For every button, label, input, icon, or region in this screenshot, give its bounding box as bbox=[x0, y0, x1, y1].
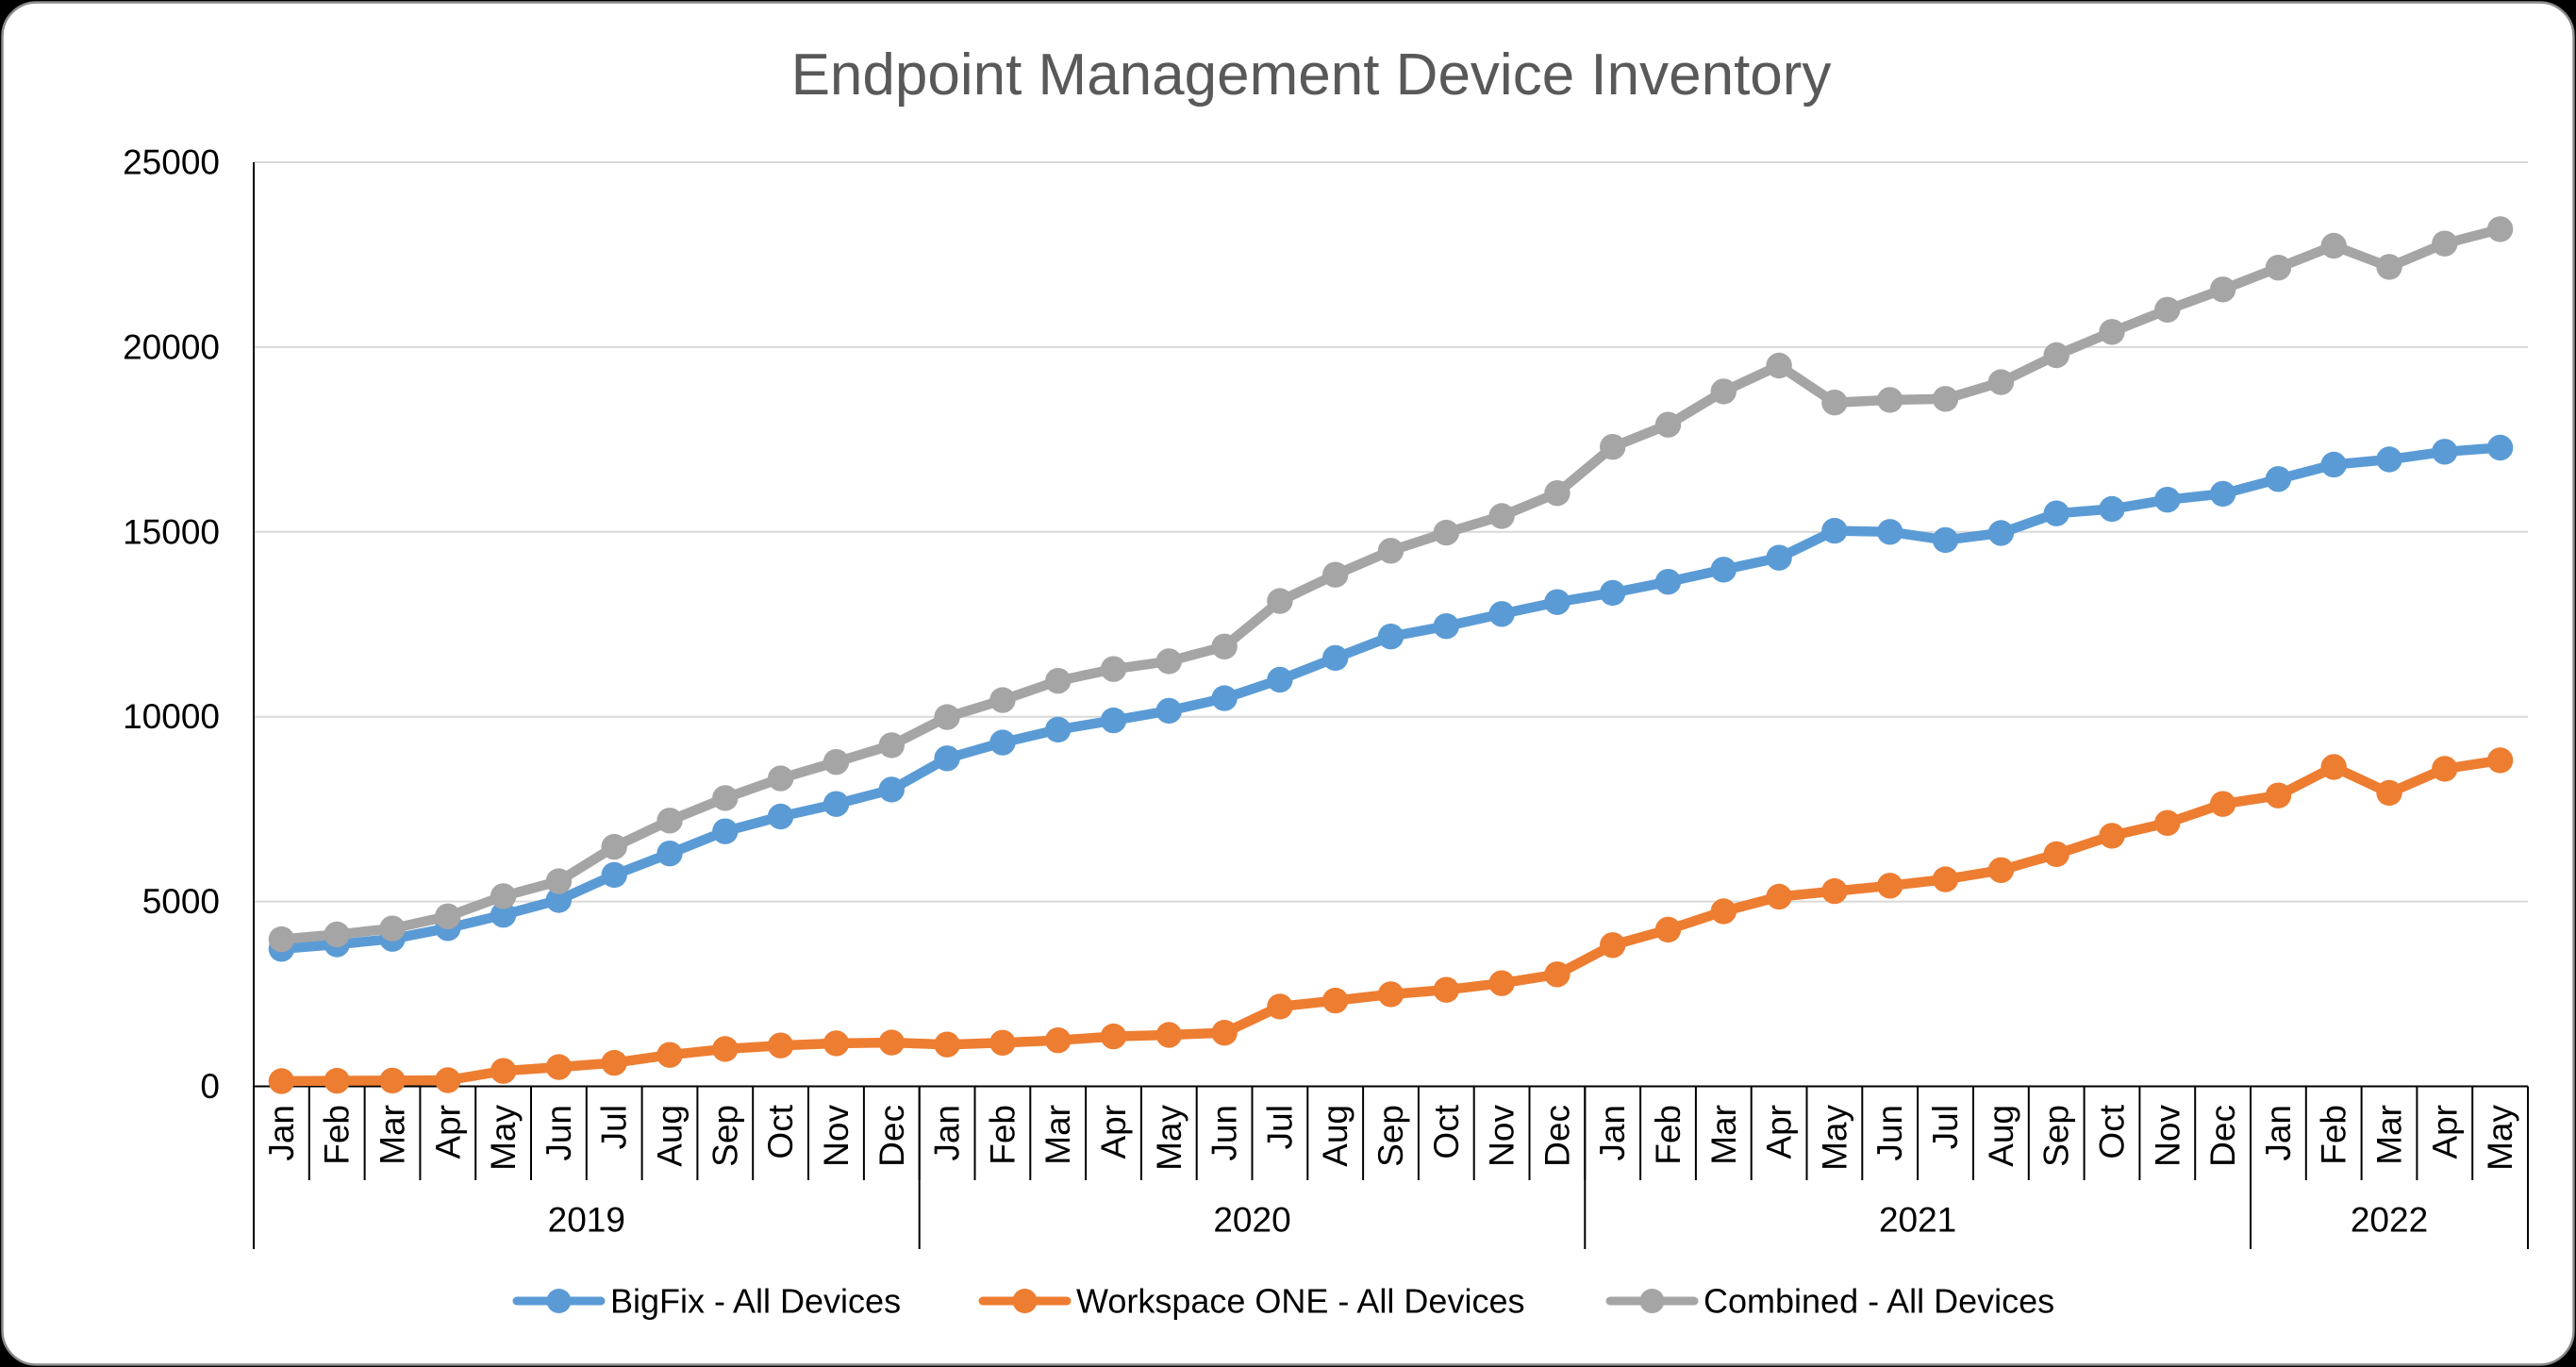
svg-text:Jun: Jun bbox=[540, 1105, 578, 1161]
svg-text:Apr: Apr bbox=[2425, 1105, 2464, 1159]
svg-text:Oct: Oct bbox=[761, 1104, 800, 1159]
svg-text:Sep: Sep bbox=[1371, 1105, 1410, 1167]
svg-text:Mar: Mar bbox=[1039, 1105, 1077, 1165]
svg-text:Feb: Feb bbox=[2315, 1105, 2353, 1165]
svg-text:Jul: Jul bbox=[1260, 1105, 1299, 1149]
svg-text:Aug: Aug bbox=[651, 1105, 690, 1167]
svg-text:Workspace ONE - All Devices: Workspace ONE - All Devices bbox=[1076, 1282, 1524, 1321]
svg-text:Dec: Dec bbox=[873, 1105, 911, 1167]
svg-text:Jan: Jan bbox=[928, 1105, 967, 1161]
svg-text:Jan: Jan bbox=[1593, 1105, 1632, 1161]
svg-text:Apr: Apr bbox=[428, 1105, 467, 1159]
svg-text:2020: 2020 bbox=[1213, 1201, 1290, 1240]
svg-text:BigFix - All Devices: BigFix - All Devices bbox=[610, 1282, 901, 1321]
svg-text:Mar: Mar bbox=[374, 1105, 412, 1165]
svg-text:Jul: Jul bbox=[1926, 1105, 1965, 1149]
svg-text:15000: 15000 bbox=[123, 512, 220, 551]
svg-text:Jun: Jun bbox=[1870, 1105, 1909, 1161]
svg-text:10000: 10000 bbox=[123, 697, 220, 736]
svg-text:Endpoint Management Device Inv: Endpoint Management Device Inventory bbox=[791, 42, 1832, 108]
svg-text:Apr: Apr bbox=[1760, 1105, 1799, 1159]
svg-text:Aug: Aug bbox=[1316, 1105, 1354, 1167]
svg-text:Feb: Feb bbox=[318, 1105, 357, 1165]
svg-text:Jul: Jul bbox=[595, 1105, 634, 1149]
svg-text:May: May bbox=[2481, 1105, 2519, 1171]
svg-text:May: May bbox=[1150, 1105, 1188, 1171]
svg-text:Combined - All Devices: Combined - All Devices bbox=[1703, 1282, 2054, 1321]
svg-text:Jan: Jan bbox=[262, 1105, 301, 1161]
svg-text:Nov: Nov bbox=[1483, 1105, 1521, 1167]
svg-text:Dec: Dec bbox=[2203, 1105, 2242, 1167]
svg-text:Mar: Mar bbox=[1704, 1105, 1743, 1165]
svg-text:Nov: Nov bbox=[817, 1105, 856, 1167]
svg-text:Sep: Sep bbox=[2037, 1105, 2076, 1167]
svg-text:2022: 2022 bbox=[2351, 1201, 2428, 1240]
svg-text:Dec: Dec bbox=[1537, 1105, 1576, 1167]
svg-text:Oct: Oct bbox=[2093, 1104, 2132, 1159]
svg-text:0: 0 bbox=[200, 1067, 220, 1106]
svg-text:Jan: Jan bbox=[2259, 1105, 2298, 1161]
svg-text:2021: 2021 bbox=[1879, 1201, 1956, 1240]
svg-text:25000: 25000 bbox=[123, 143, 220, 182]
svg-text:May: May bbox=[484, 1105, 523, 1171]
svg-text:Jun: Jun bbox=[1205, 1105, 1244, 1161]
svg-text:Nov: Nov bbox=[2148, 1105, 2186, 1167]
svg-text:2019: 2019 bbox=[548, 1201, 625, 1240]
svg-text:5000: 5000 bbox=[142, 882, 220, 921]
svg-text:Apr: Apr bbox=[1094, 1105, 1133, 1159]
svg-text:Feb: Feb bbox=[1649, 1105, 1687, 1165]
svg-text:May: May bbox=[1815, 1105, 1853, 1171]
svg-text:Oct: Oct bbox=[1427, 1104, 1466, 1159]
svg-text:Sep: Sep bbox=[706, 1105, 744, 1167]
svg-text:20000: 20000 bbox=[123, 327, 220, 366]
svg-text:Mar: Mar bbox=[2370, 1105, 2409, 1165]
svg-text:Feb: Feb bbox=[983, 1105, 1022, 1165]
svg-text:Aug: Aug bbox=[1982, 1105, 2020, 1167]
